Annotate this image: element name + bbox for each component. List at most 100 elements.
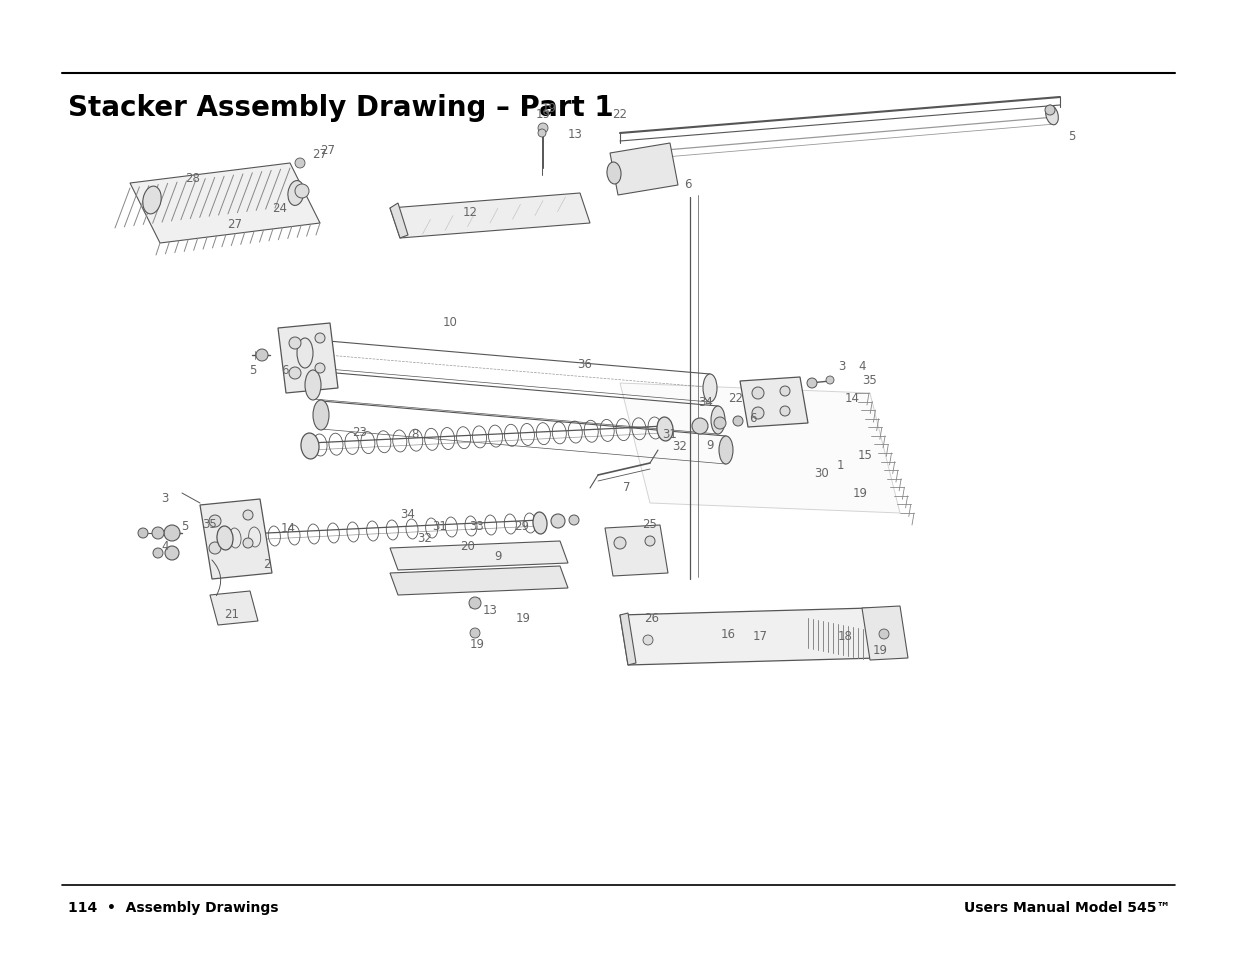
Text: 5: 5 (182, 519, 189, 532)
Ellipse shape (217, 526, 233, 551)
Circle shape (752, 408, 764, 419)
Ellipse shape (703, 375, 718, 402)
Text: 22: 22 (613, 108, 627, 120)
Text: 19: 19 (469, 637, 484, 650)
Circle shape (138, 529, 148, 538)
Circle shape (243, 538, 253, 548)
Text: 28: 28 (185, 172, 200, 185)
Circle shape (806, 378, 818, 389)
Text: 4: 4 (162, 539, 169, 552)
Text: 31: 31 (662, 427, 678, 440)
Text: 6: 6 (750, 412, 757, 425)
Polygon shape (130, 164, 320, 244)
Ellipse shape (719, 436, 734, 464)
Text: 32: 32 (673, 440, 688, 453)
Circle shape (471, 628, 480, 639)
Text: 19: 19 (872, 644, 888, 657)
Text: 4: 4 (858, 360, 866, 374)
Circle shape (295, 185, 309, 199)
Circle shape (153, 548, 163, 558)
Polygon shape (390, 566, 568, 596)
Text: 5: 5 (1068, 130, 1076, 142)
Text: 26: 26 (645, 612, 659, 625)
Text: 32: 32 (417, 532, 432, 545)
Text: 15: 15 (857, 449, 872, 462)
Text: 33: 33 (469, 519, 484, 532)
Circle shape (643, 636, 653, 645)
Text: 35: 35 (203, 517, 217, 530)
Text: 19: 19 (536, 108, 551, 120)
Text: 21: 21 (225, 607, 240, 619)
Text: 14: 14 (280, 522, 295, 535)
Text: 7: 7 (624, 481, 631, 494)
Circle shape (243, 511, 253, 520)
Circle shape (469, 598, 480, 609)
Circle shape (692, 418, 708, 435)
Text: 27: 27 (227, 217, 242, 231)
Ellipse shape (657, 417, 673, 441)
Text: 34: 34 (699, 395, 714, 408)
Text: 17: 17 (752, 629, 767, 641)
Circle shape (752, 388, 764, 399)
Text: 27: 27 (321, 144, 336, 157)
Text: 19: 19 (852, 487, 867, 500)
Text: 29: 29 (515, 519, 530, 532)
Circle shape (645, 537, 655, 546)
Text: 14: 14 (845, 392, 860, 405)
Ellipse shape (1046, 106, 1058, 126)
Polygon shape (620, 384, 900, 514)
Polygon shape (740, 377, 808, 428)
Text: 16: 16 (720, 627, 736, 639)
Text: 35: 35 (862, 375, 877, 387)
Circle shape (538, 124, 548, 133)
Ellipse shape (301, 434, 319, 459)
Text: 6: 6 (684, 177, 692, 191)
Circle shape (256, 350, 268, 361)
Circle shape (614, 537, 626, 550)
Text: 12: 12 (462, 205, 478, 218)
Text: 31: 31 (432, 519, 447, 532)
Circle shape (714, 417, 726, 430)
Text: 114  •  Assembly Drawings: 114 • Assembly Drawings (68, 900, 279, 914)
Circle shape (315, 364, 325, 374)
Circle shape (164, 525, 180, 541)
Text: Stacker Assembly Drawing – Part 1: Stacker Assembly Drawing – Part 1 (68, 94, 614, 122)
Ellipse shape (534, 513, 547, 535)
Circle shape (734, 416, 743, 427)
Text: 23: 23 (352, 425, 368, 438)
Ellipse shape (711, 407, 725, 435)
Text: 25: 25 (642, 517, 657, 530)
Text: 3: 3 (839, 360, 846, 374)
Circle shape (879, 629, 889, 639)
Polygon shape (605, 525, 668, 577)
Circle shape (315, 334, 325, 344)
Text: 18: 18 (837, 629, 852, 641)
Circle shape (209, 542, 221, 555)
Ellipse shape (143, 187, 162, 214)
Text: 19: 19 (541, 102, 557, 115)
Text: 36: 36 (578, 357, 593, 370)
Polygon shape (620, 608, 878, 665)
Polygon shape (390, 541, 568, 571)
Text: 24: 24 (273, 202, 288, 215)
Text: 13: 13 (568, 128, 583, 140)
Text: 6: 6 (282, 363, 289, 376)
Circle shape (538, 130, 546, 138)
Circle shape (781, 407, 790, 416)
Text: 30: 30 (815, 467, 830, 480)
Polygon shape (390, 193, 590, 239)
Text: 22: 22 (729, 392, 743, 405)
Text: 3: 3 (162, 492, 169, 505)
Text: 20: 20 (461, 539, 475, 552)
Text: 19: 19 (515, 611, 531, 624)
Circle shape (551, 515, 564, 529)
Polygon shape (610, 144, 678, 195)
Circle shape (165, 546, 179, 560)
Text: 9: 9 (706, 439, 714, 452)
Circle shape (289, 337, 301, 350)
Ellipse shape (305, 371, 321, 400)
Polygon shape (200, 499, 272, 579)
Polygon shape (862, 606, 908, 660)
Text: Users Manual Model 545™: Users Manual Model 545™ (963, 900, 1170, 914)
Text: 34: 34 (400, 507, 415, 520)
